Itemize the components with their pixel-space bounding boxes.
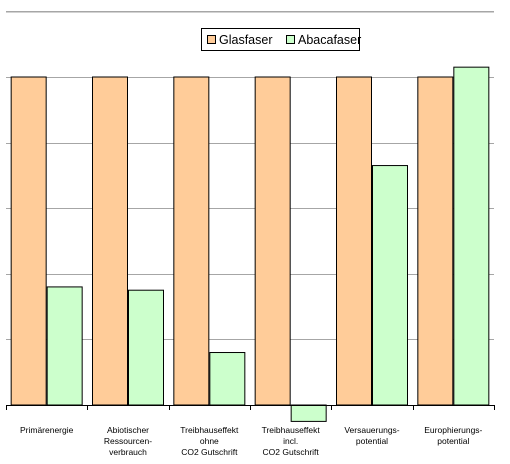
legend: Glasfaser Abacafaser	[201, 28, 361, 51]
bar-abacafaser-5	[453, 66, 490, 406]
legend-box	[201, 28, 360, 51]
category-label-5: Europhierungs-potential	[424, 425, 482, 446]
category-labels: Primärenergie Abiotischer Ressourcen-verbr…	[20, 425, 483, 457]
category-label-3: Treibhauseffekt incl. CO2 Gutschrift	[262, 425, 321, 457]
bar-abacafaser-4	[372, 165, 408, 406]
bar-glasfaser-4	[336, 76, 372, 406]
legend-label-glasfaser: Glasfaser	[219, 33, 273, 47]
category-label-0: Primärenergie	[20, 425, 74, 435]
bar-glasfaser-1	[92, 76, 128, 406]
bar-glasfaser-5	[417, 76, 454, 406]
bar-glasfaser-0	[10, 76, 47, 406]
category-label-2: Treibhauseffekt ohne CO2 Gutschrift	[180, 425, 239, 457]
bars	[10, 66, 490, 422]
bar-glasfaser-3	[254, 76, 291, 406]
category-label-1: Abiotischer Ressourcen-verbrauch	[104, 425, 152, 457]
bar-abacafaser-1	[128, 289, 164, 406]
legend-swatch-glasfaser	[207, 35, 216, 44]
bar-glasfaser-2	[173, 76, 210, 406]
category-label-4: Versauerungs-potential	[344, 425, 399, 446]
bar-abacafaser-0	[46, 286, 83, 406]
legend-swatch-abacafaser	[286, 35, 295, 44]
x-axis	[6, 405, 495, 410]
bar-abacafaser-2	[209, 352, 246, 406]
legend-label-abacafaser: Abacafaser	[298, 33, 361, 47]
bar-abacafaser-3	[290, 404, 327, 422]
gridlines	[6, 11, 494, 340]
